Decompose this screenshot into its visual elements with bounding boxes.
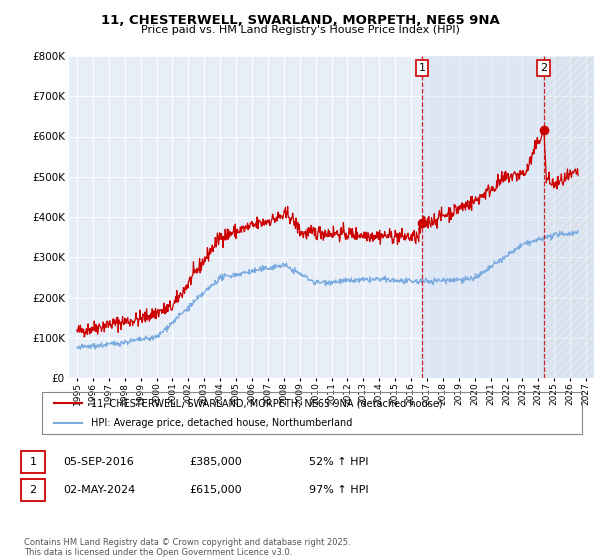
Text: £615,000: £615,000 <box>189 485 242 495</box>
Point <box>539 126 548 135</box>
Text: Price paid vs. HM Land Registry's House Price Index (HPI): Price paid vs. HM Land Registry's House … <box>140 25 460 35</box>
Text: 97% ↑ HPI: 97% ↑ HPI <box>309 485 368 495</box>
Text: HPI: Average price, detached house, Northumberland: HPI: Average price, detached house, Nort… <box>91 418 352 428</box>
Text: 2: 2 <box>29 485 37 495</box>
Text: 1: 1 <box>418 63 425 73</box>
Text: 2: 2 <box>540 63 547 73</box>
Bar <box>544 56 594 378</box>
Text: 11, CHESTERWELL, SWARLAND, MORPETH, NE65 9NA: 11, CHESTERWELL, SWARLAND, MORPETH, NE65… <box>101 14 499 27</box>
Text: 05-SEP-2016: 05-SEP-2016 <box>63 457 134 467</box>
Text: 52% ↑ HPI: 52% ↑ HPI <box>309 457 368 467</box>
Text: 1: 1 <box>29 457 37 467</box>
Text: £385,000: £385,000 <box>189 457 242 467</box>
Text: 02-MAY-2024: 02-MAY-2024 <box>63 485 135 495</box>
Point <box>417 218 427 227</box>
Bar <box>422 56 544 378</box>
Text: Contains HM Land Registry data © Crown copyright and database right 2025.
This d: Contains HM Land Registry data © Crown c… <box>24 538 350 557</box>
Text: 11, CHESTERWELL, SWARLAND, MORPETH, NE65 9NA (detached house): 11, CHESTERWELL, SWARLAND, MORPETH, NE65… <box>91 398 442 408</box>
